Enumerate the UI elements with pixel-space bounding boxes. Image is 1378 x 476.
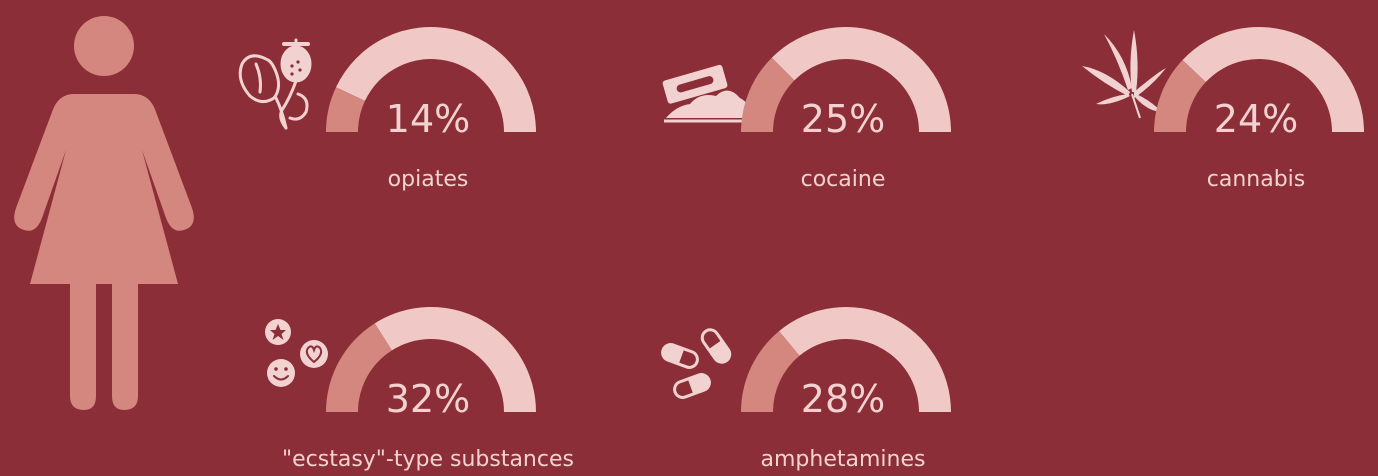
gauge-value-label: 25% [801, 97, 885, 141]
gauge-0: 14% opiates [326, 26, 536, 192]
gauge-category-label: cannabis [1207, 167, 1305, 192]
poppy-icon [238, 38, 312, 130]
gauge-value-fill [741, 331, 800, 412]
gauge-track [374, 307, 536, 412]
gauge-track [771, 26, 951, 133]
gauge-3: 32% "ecstasy"-type substances [282, 307, 574, 472]
cannabis-leaf-icon [1082, 30, 1166, 119]
gauge-category-label: opiates [388, 167, 469, 192]
gauge-value-label: 24% [1214, 97, 1298, 141]
gauge-category-label: "ecstasy"-type substances [282, 447, 574, 472]
gauge-track [1182, 27, 1364, 132]
gauge-4: 28% amphetamines [741, 307, 951, 472]
gauge-1: 25% cocaine [741, 26, 951, 192]
gauge-value-fill [741, 57, 795, 133]
gauge-value-label: 14% [386, 97, 470, 141]
gauge-value-label: 32% [386, 377, 470, 421]
razor-blade-powder-icon [662, 64, 750, 123]
gauge-value-label: 28% [801, 377, 885, 421]
ecstasy-pills-icon [265, 319, 328, 387]
gauge-value-fill [1154, 60, 1206, 132]
gauge-value-fill [326, 87, 365, 132]
gauge-value-fill [326, 323, 392, 412]
woman-figure-icon [14, 16, 194, 410]
capsules-icon [661, 328, 732, 399]
gauge-category-label: cocaine [801, 167, 886, 192]
gauge-track [335, 26, 536, 132]
gauges-group: 14% opiates 25% cocaine 24% cannabis 32% "ecsta… [282, 26, 1364, 472]
gauge-category-label: amphetamines [761, 447, 926, 472]
gauge-track [779, 307, 951, 412]
gauge-2: 24% cannabis [1154, 27, 1364, 192]
